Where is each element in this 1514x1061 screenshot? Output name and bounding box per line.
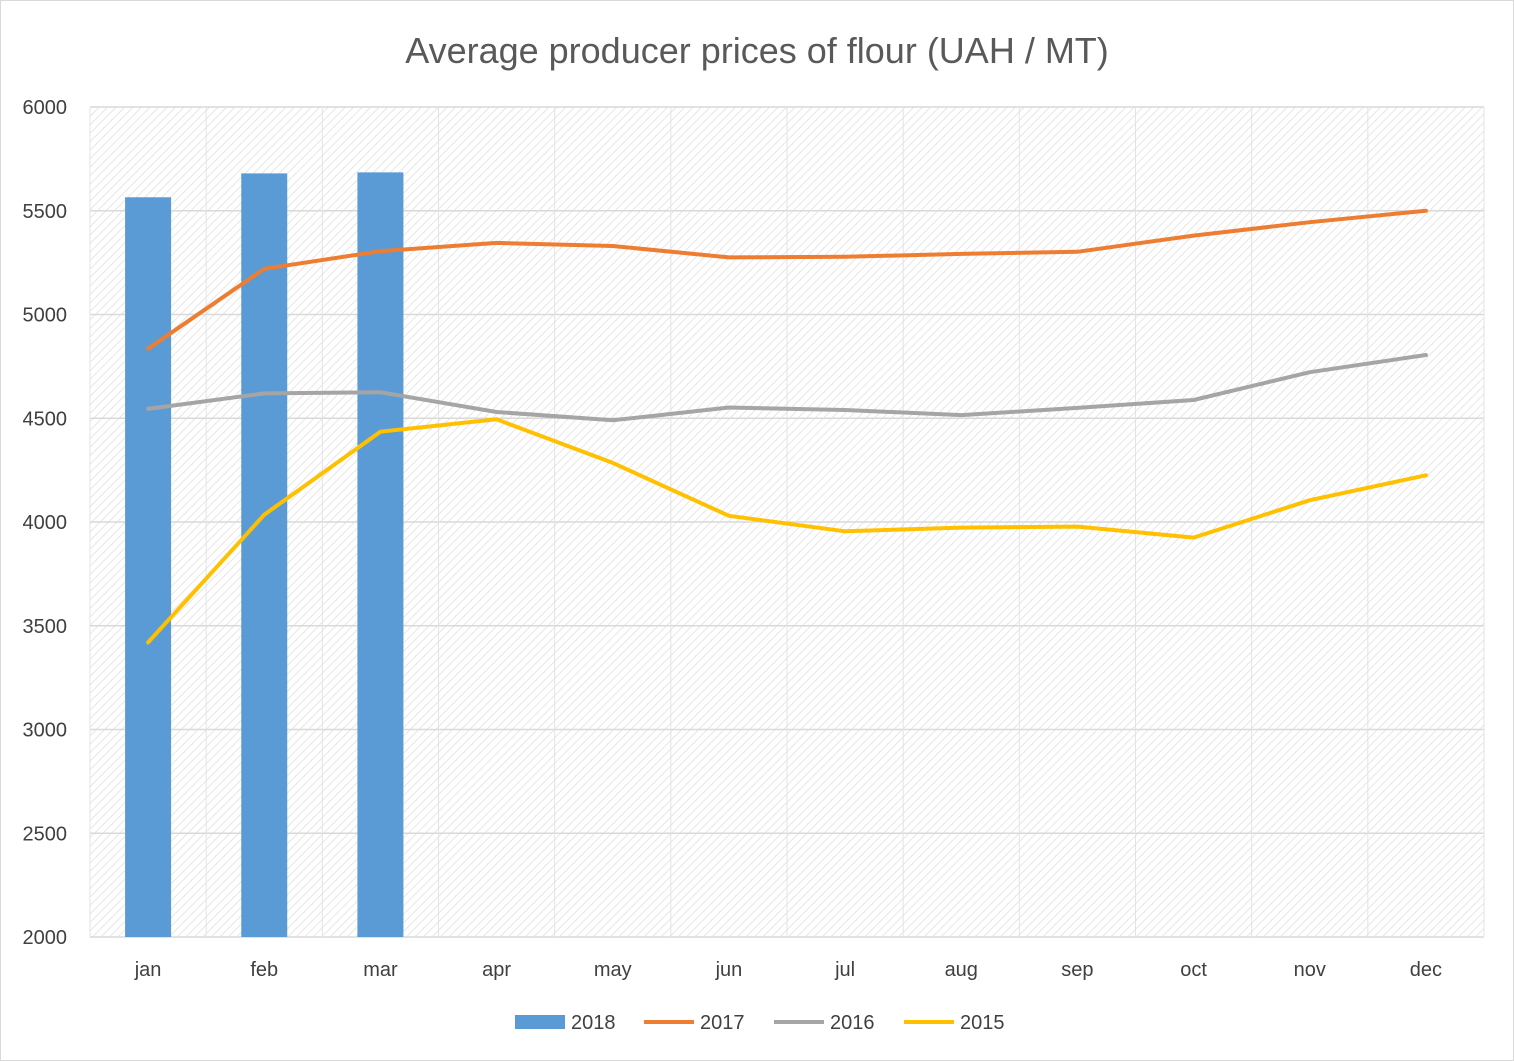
legend-swatch-2018 (515, 1015, 565, 1029)
legend-label-2016: 2016 (830, 1012, 875, 1034)
x-tick-label-oct: oct (1180, 959, 1207, 981)
bar-2018-jan (125, 197, 172, 937)
line-series (146, 208, 1428, 645)
x-tick-label-jan: jan (134, 959, 162, 981)
x-axis-ticks: jan feb mar apr may jun jul aug sep oct nov dec (134, 959, 1442, 981)
y-tick-label: 4000 (23, 512, 68, 534)
y-tick-label: 2000 (23, 927, 68, 949)
line-series-2015 (146, 417, 1428, 645)
bar-2018-mar (357, 172, 404, 938)
x-tick-label-nov: nov (1294, 959, 1326, 981)
y-tick-label: 4500 (23, 408, 68, 430)
x-tick-label-feb: feb (250, 959, 278, 981)
x-tick-label-dec: dec (1410, 959, 1442, 981)
gridlines (89, 106, 1485, 938)
x-tick-label-sep: sep (1061, 959, 1093, 981)
y-tick-label: 5500 (23, 201, 68, 223)
legend-label-2017: 2017 (700, 1012, 745, 1034)
x-tick-label-jul: jul (834, 959, 855, 981)
bar-2018-feb (241, 173, 288, 937)
y-axis-ticks: 2000 2500 3000 3500 4000 4500 5000 5500 6000 (23, 97, 68, 949)
y-tick-label: 3000 (23, 720, 68, 742)
x-tick-label-mar: mar (363, 959, 398, 981)
y-tick-label: 2500 (23, 823, 68, 845)
x-tick-label-apr: apr (482, 959, 511, 981)
legend-label-2018: 2018 (571, 1012, 616, 1034)
x-tick-label-aug: aug (945, 959, 978, 981)
legend: 2018 2017 2016 2015 (515, 1012, 1005, 1034)
chart-title: Average producer prices of flour (UAH / … (405, 30, 1109, 71)
bar-series (125, 172, 404, 938)
y-tick-label: 3500 (23, 616, 68, 638)
x-tick-label-may: may (594, 959, 632, 981)
y-tick-label: 5000 (23, 305, 68, 327)
x-tick-label-jun: jun (715, 959, 743, 981)
y-tick-label: 6000 (23, 97, 68, 119)
legend-label-2015: 2015 (960, 1012, 1005, 1034)
line-series-2017 (146, 208, 1428, 351)
line-series-2016 (146, 353, 1428, 423)
